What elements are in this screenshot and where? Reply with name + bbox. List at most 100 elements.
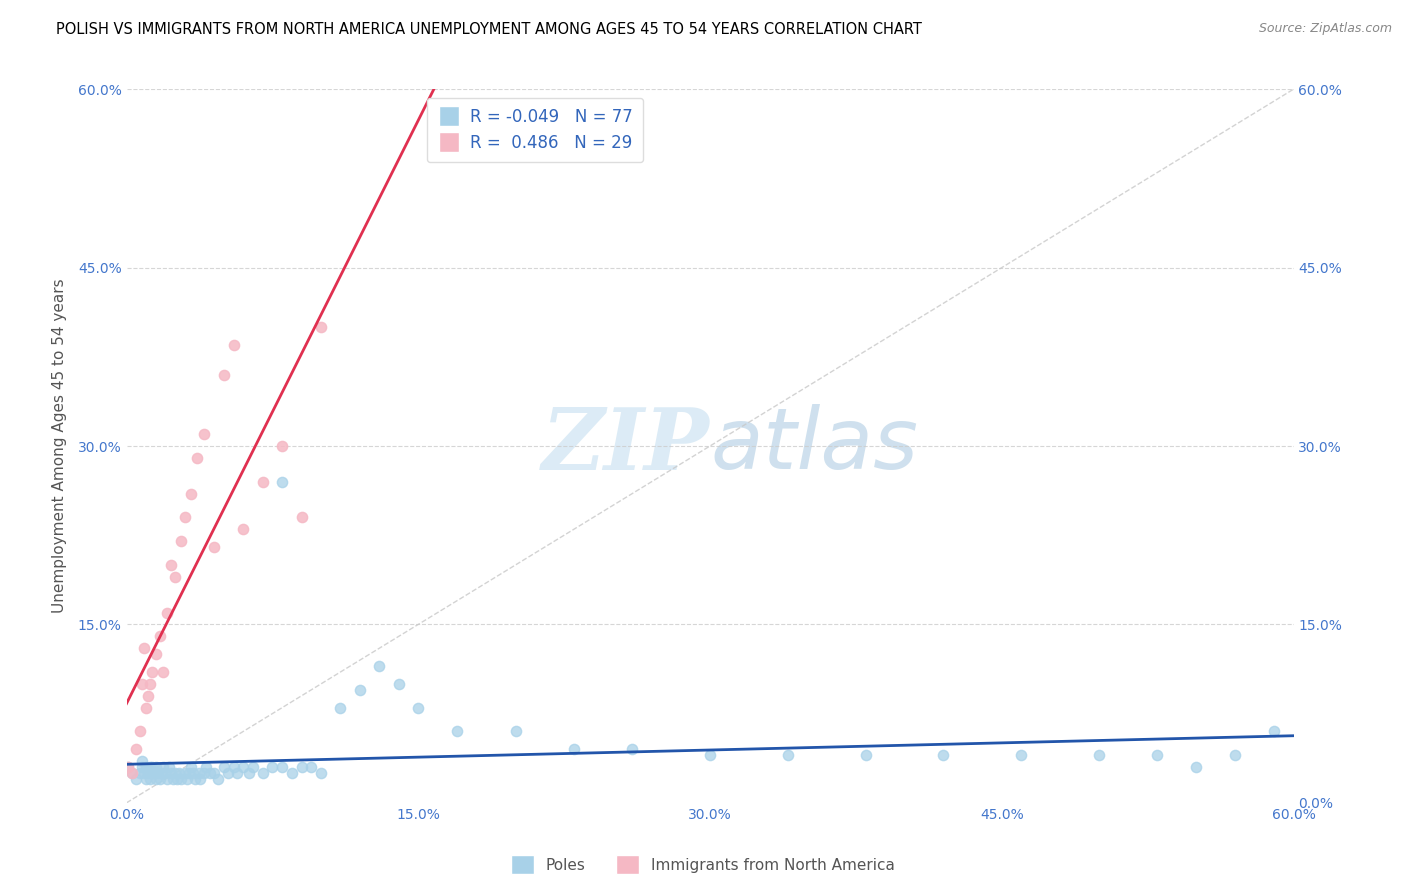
Point (1088, 748, 1111, 763)
Point (121, 766, 143, 780)
Point (1010, 748, 1032, 763)
Point (145, 760, 167, 774)
Point (141, 665, 163, 679)
Legend: Poles, Immigrants from North America: Poles, Immigrants from North America (505, 849, 901, 880)
Point (562, 742, 585, 756)
Point (176, 772, 198, 786)
Text: ZIP: ZIP (543, 404, 710, 488)
Point (232, 522, 254, 536)
Point (156, 606, 179, 620)
Point (446, 724, 468, 739)
Point (156, 772, 179, 786)
Point (150, 766, 173, 780)
Point (135, 760, 157, 774)
Y-axis label: Unemployment Among Ages 45 to 54 years: Unemployment Among Ages 45 to 54 years (52, 278, 66, 614)
Point (177, 766, 200, 780)
Legend: R = -0.049   N = 77, R =  0.486   N = 29: R = -0.049 N = 77, R = 0.486 N = 29 (427, 97, 643, 161)
Point (186, 450, 208, 465)
Point (252, 766, 274, 780)
Point (368, 659, 391, 673)
Point (193, 766, 215, 780)
Point (242, 760, 264, 774)
Point (121, 766, 143, 780)
Point (505, 724, 527, 739)
Point (187, 766, 209, 780)
Point (198, 766, 221, 780)
Point (135, 700, 157, 714)
Point (162, 772, 184, 786)
Point (145, 647, 167, 661)
Point (166, 772, 188, 786)
Point (222, 338, 245, 352)
Point (139, 772, 162, 786)
Point (226, 766, 249, 780)
Point (129, 766, 152, 780)
Text: POLISH VS IMMIGRANTS FROM NORTH AMERICA UNEMPLOYMENT AMONG AGES 45 TO 54 YEARS C: POLISH VS IMMIGRANTS FROM NORTH AMERICA … (56, 22, 922, 37)
Point (193, 427, 215, 442)
Point (309, 766, 332, 780)
Text: Source: ZipAtlas.com: Source: ZipAtlas.com (1258, 22, 1392, 36)
Text: atlas: atlas (710, 404, 918, 488)
Point (160, 558, 183, 572)
Point (136, 766, 159, 780)
Point (141, 766, 163, 780)
Point (212, 368, 235, 382)
Point (190, 772, 212, 786)
Point (142, 766, 165, 780)
Point (183, 772, 205, 786)
Point (262, 760, 284, 774)
Point (136, 689, 159, 703)
Point (129, 724, 152, 739)
Point (152, 760, 174, 774)
Point (1223, 748, 1246, 763)
Point (349, 682, 371, 697)
Point (155, 766, 177, 780)
Point (149, 629, 172, 643)
Point (290, 760, 312, 774)
Point (252, 475, 274, 489)
Point (1146, 748, 1168, 763)
Point (181, 766, 204, 780)
Point (195, 760, 218, 774)
Point (149, 772, 172, 786)
Point (170, 772, 193, 786)
Point (131, 677, 153, 691)
Point (174, 766, 197, 780)
Point (309, 320, 332, 334)
Point (699, 748, 721, 763)
Point (388, 677, 411, 691)
Point (222, 760, 245, 774)
Point (271, 760, 294, 774)
Point (174, 510, 197, 524)
Point (1263, 724, 1285, 739)
Point (146, 766, 169, 780)
Point (165, 570, 187, 584)
Point (170, 534, 193, 549)
Point (117, 760, 139, 774)
Point (131, 760, 153, 774)
Point (131, 754, 153, 768)
Point (621, 742, 644, 756)
Point (139, 677, 162, 691)
Point (776, 748, 799, 763)
Point (290, 510, 312, 524)
Point (139, 760, 162, 774)
Point (271, 439, 294, 453)
Point (132, 641, 155, 656)
Point (167, 766, 190, 780)
Point (141, 760, 163, 774)
Point (281, 766, 304, 780)
Point (855, 748, 877, 763)
Point (202, 540, 225, 554)
Point (152, 665, 174, 679)
Point (238, 766, 260, 780)
Point (160, 766, 183, 780)
Point (117, 760, 139, 774)
Point (329, 700, 352, 714)
Point (212, 760, 235, 774)
Point (125, 742, 148, 756)
Point (132, 766, 155, 780)
Point (299, 760, 322, 774)
Point (1185, 760, 1208, 774)
Point (157, 760, 180, 774)
